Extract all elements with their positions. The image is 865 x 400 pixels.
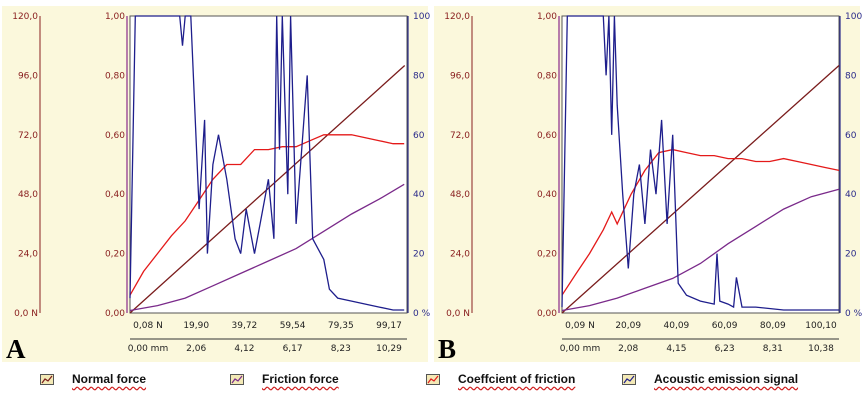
force-axis-tick: 39,72 — [232, 321, 258, 331]
left-axis-tick: 48,0 — [450, 190, 470, 200]
right-axis-tick: 20 — [413, 250, 425, 260]
plot-area — [129, 15, 408, 314]
panel-a: 120,0 1,00 100 96,0 0,80 80 72,0 0,60 60 48,0 0,40… — [2, 6, 431, 364]
left-axis-tick: 96,0 — [18, 71, 38, 81]
left-axis-tick: 120,0 — [12, 12, 38, 22]
force-axis-tick: 40,09 — [664, 321, 690, 331]
cof-axis-tick: 0,20 — [105, 250, 125, 260]
plot-area — [561, 15, 840, 314]
legend-item-acoustic-emission: Acoustic emission signal — [622, 372, 798, 386]
right-axis-tick: 0 % — [413, 309, 431, 319]
left-axis-tick: 48,0 — [18, 190, 38, 200]
series-line-normal-force — [561, 65, 840, 314]
series-line-friction-force — [561, 188, 840, 312]
force-axis-tick: 79,35 — [328, 321, 354, 331]
cof-axis-tick: 0,40 — [537, 190, 557, 200]
distance-axis-tick: 0,00 mm — [128, 344, 168, 354]
left-axis-tick: 24,0 — [18, 250, 38, 260]
cof-axis-tick: 0,80 — [105, 71, 125, 81]
right-axis-tick: 40 — [413, 190, 425, 200]
right-axis-tick: 40 — [845, 190, 857, 200]
right-axis-tick: 100 — [413, 12, 430, 22]
distance-axis-tick: 6,23 — [715, 344, 735, 354]
coefficient-swatch-icon — [426, 373, 440, 385]
cof-axis-tick: 1,00 — [105, 12, 125, 22]
distance-axis-tick: 2,06 — [186, 344, 206, 354]
panel-letter: B — [438, 334, 456, 364]
left-axis-tick: 72,0 — [450, 131, 470, 141]
right-axis-tick: 80 — [413, 71, 425, 81]
right-axis-tick: 60 — [413, 131, 425, 141]
legend-item-normal-force: Normal force — [40, 372, 146, 386]
force-axis-tick: 59,54 — [280, 321, 306, 331]
force-axis-tick: 100,10 — [805, 321, 837, 331]
series-line-coeffcient-of-friction — [129, 134, 405, 296]
series-line-acoustic-emission-signal — [561, 15, 839, 311]
series-line-normal-force — [129, 65, 406, 314]
acoustic-swatch-icon — [622, 373, 636, 385]
force-axis-tick: 0,08 N — [133, 321, 163, 331]
cof-axis-tick: 0,20 — [537, 250, 557, 260]
force-axis-tick: 60,09 — [712, 321, 738, 331]
distance-axis-tick: 10,29 — [376, 344, 402, 354]
cof-axis-tick: 0,80 — [537, 71, 557, 81]
distance-axis-tick: 6,17 — [283, 344, 303, 354]
cof-axis-tick: 0,00 — [105, 309, 125, 319]
distance-axis-tick: 8,23 — [331, 344, 351, 354]
series-line-coeffcient-of-friction — [561, 148, 840, 296]
friction-force-swatch-icon — [230, 373, 244, 385]
cof-axis-tick: 0,40 — [105, 190, 125, 200]
legend-label-normal-force: Normal force — [72, 372, 147, 386]
left-axis-tick: 96,0 — [450, 71, 470, 81]
force-axis-tick: 99,17 — [376, 321, 402, 331]
left-axis-tick: 0,0 N — [446, 309, 470, 319]
force-axis-tick: 0,09 N — [565, 321, 595, 331]
cof-axis-tick: 0,60 — [105, 131, 125, 141]
distance-axis-tick: 0,00 mm — [560, 344, 600, 354]
right-axis-tick: 0 % — [845, 309, 863, 319]
distance-axis-tick: 4,15 — [666, 344, 686, 354]
force-axis-tick: 20,09 — [615, 321, 641, 331]
left-axis-tick: 0,0 N — [14, 309, 38, 319]
legend-label-friction-force: Friction force — [262, 372, 339, 386]
left-axis-tick: 120,0 — [444, 12, 470, 22]
cof-axis-tick: 1,00 — [537, 12, 557, 22]
normal-force-swatch-icon — [40, 373, 54, 385]
right-axis-tick: 80 — [845, 71, 857, 81]
left-axis-tick: 24,0 — [450, 250, 470, 260]
left-axis-tick: 72,0 — [18, 131, 38, 141]
legend-label-acoustic-emission: Acoustic emission signal — [654, 372, 799, 386]
distance-axis-tick: 2,08 — [618, 344, 638, 354]
chart-figure: 120,0 1,00 100 96,0 0,80 80 72,0 0,60 60 48,0 0,40… — [2, 6, 863, 364]
cof-axis-tick: 0,60 — [537, 131, 557, 141]
cof-axis-tick: 0,00 — [537, 309, 557, 319]
legend-item-coefficient-of-friction: Coeffcient of friction — [426, 372, 575, 386]
right-axis-tick: 100 — [845, 12, 862, 22]
distance-axis-tick: 10,38 — [808, 344, 834, 354]
legend-label-coefficient-of-friction: Coeffcient of friction — [458, 372, 576, 386]
force-axis-tick: 80,09 — [760, 321, 786, 331]
panel-letter: A — [6, 334, 26, 364]
legend-item-friction-force: Friction force — [230, 372, 339, 386]
panel-b: 120,0 1,00 100 96,0 0,80 80 72,0 0,60 60 48,0 0,40… — [434, 6, 863, 364]
series-line-acoustic-emission-signal — [129, 15, 405, 311]
legend: Normal force Friction force Coeffcient o… — [0, 372, 865, 396]
right-axis-tick: 20 — [845, 250, 857, 260]
series-line-friction-force — [129, 183, 405, 312]
right-axis-tick: 60 — [845, 131, 857, 141]
distance-axis-tick: 8,31 — [763, 344, 783, 354]
force-axis-tick: 19,90 — [183, 321, 209, 331]
distance-axis-tick: 4,12 — [234, 344, 254, 354]
